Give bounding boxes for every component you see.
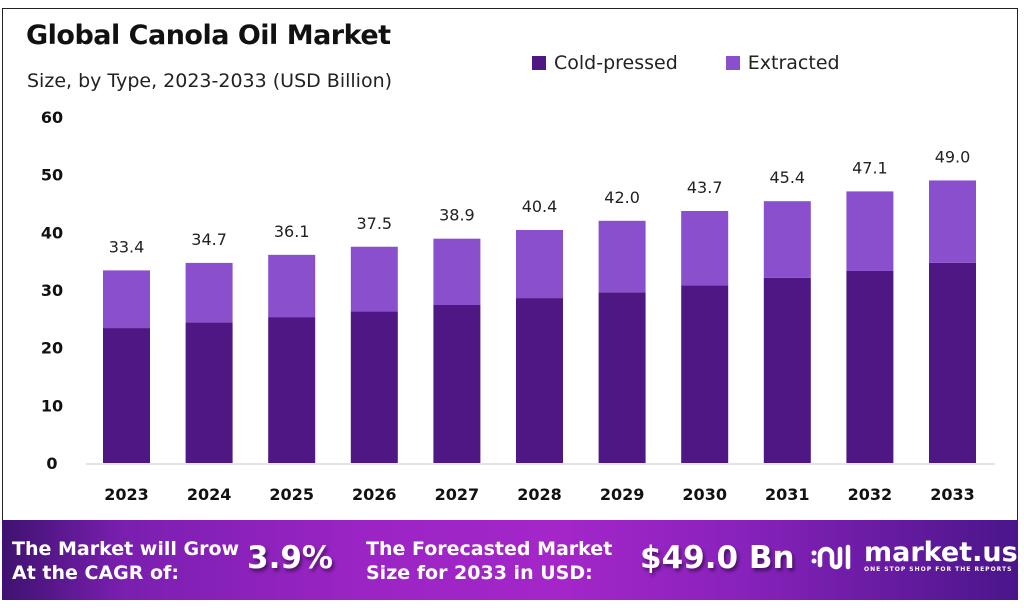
x-tick-label: 2029	[600, 485, 645, 504]
y-tick-label: 10	[41, 396, 63, 415]
bar-segment-cold-pressed	[103, 328, 150, 463]
bar-segment-extracted	[433, 238, 481, 305]
forecast-label: The Forecasted Market Size for 2033 in U…	[366, 537, 612, 585]
cagr-value: 3.9%	[247, 540, 333, 576]
x-tick-label: 2023	[104, 485, 149, 504]
bar-segment-cold-pressed	[598, 292, 646, 463]
forecast-label-line2: Size for 2033 in USD:	[366, 562, 593, 584]
chart-subtitle: Size, by Type, 2023-2033 (USD Billion)	[27, 70, 393, 92]
cagr-label: The Market will Grow At the CAGR of:	[12, 537, 239, 585]
bar-segment-cold-pressed	[516, 298, 563, 463]
bar-segment-extracted	[929, 180, 976, 263]
legend-label-extracted: Extracted	[747, 52, 840, 74]
bar-segment-cold-pressed	[681, 285, 729, 463]
bar-segment-extracted	[268, 254, 316, 318]
bar-total-label: 47.1	[852, 158, 888, 177]
bar-segment-cold-pressed	[268, 317, 316, 463]
x-tick-label: 2026	[352, 485, 397, 504]
x-tick-label: 2033	[930, 485, 975, 504]
legend-label-cold-pressed: Cold-pressed	[554, 52, 678, 74]
x-tick-label: 2027	[435, 485, 480, 504]
chart-title: Global Canola Oil Market	[26, 20, 391, 51]
bar-total-label: 49.0	[935, 147, 971, 166]
bar-segment-cold-pressed	[763, 277, 811, 463]
x-tick-label: 2032	[848, 485, 893, 504]
legend-item-extracted: Extracted	[725, 52, 840, 74]
bar-segment-cold-pressed	[929, 262, 976, 463]
y-tick-label: 20	[41, 339, 63, 358]
market-us-logo-icon	[811, 544, 851, 569]
legend-swatch-extracted	[725, 56, 740, 70]
bar-segment-extracted	[763, 201, 811, 278]
y-tick-label: 40	[41, 223, 63, 242]
bar-segment-cold-pressed	[433, 304, 481, 463]
brand-logo: market.us ONE STOP SHOP FOR THE REPORTS	[810, 537, 1018, 573]
x-tick-label: 2028	[517, 485, 562, 504]
bar-total-label: 43.7	[687, 178, 723, 197]
bar-total-label: 36.1	[274, 222, 310, 241]
y-tick-label: 0	[46, 454, 57, 473]
legend-swatch-cold-pressed	[532, 56, 546, 70]
bar-total-label: 42.0	[604, 188, 640, 207]
bar-total-label: 34.7	[191, 230, 227, 249]
y-tick-label: 50	[41, 166, 63, 185]
bar-segment-cold-pressed	[350, 311, 398, 463]
bar-total-label: 38.9	[439, 206, 475, 225]
x-tick-label: 2030	[682, 485, 727, 504]
bar-segment-extracted	[103, 270, 150, 329]
y-tick-label: 60	[41, 108, 63, 127]
bar-segment-extracted	[846, 191, 894, 271]
forecast-value: $49.0 Bn	[640, 540, 795, 576]
bar-segment-cold-pressed	[846, 270, 894, 463]
bar-total-label: 45.4	[769, 168, 805, 187]
bar-total-label: 37.5	[356, 214, 392, 233]
brand-name: market.us	[864, 537, 1018, 568]
bar-total-label: 40.4	[522, 197, 558, 216]
legend: Cold-pressed Extracted	[532, 52, 840, 74]
legend-item-cold-pressed: Cold-pressed	[532, 52, 678, 74]
bar-segment-extracted	[516, 230, 563, 299]
x-tick-label: 2031	[765, 485, 810, 504]
bar-segment-cold-pressed	[185, 322, 233, 463]
brand-tagline: ONE STOP SHOP FOR THE REPORTS	[864, 566, 1013, 573]
bar-segment-extracted	[350, 246, 398, 312]
x-tick-label: 2025	[269, 485, 314, 504]
forecast-label-line1: The Forecasted Market	[366, 538, 613, 560]
bar-total-label: 33.4	[109, 237, 145, 256]
y-tick-label: 30	[41, 281, 63, 300]
bar-segment-extracted	[598, 220, 646, 293]
bar-chart: 010203040506033.4202334.7202436.1202537.…	[41, 108, 995, 504]
summary-banner: The Market will Grow At the CAGR of: 3.9…	[2, 520, 1018, 600]
bar-segment-extracted	[681, 210, 729, 286]
cagr-label-line1: The Market will Grow	[12, 538, 240, 560]
cagr-label-line2: At the CAGR of:	[12, 562, 179, 584]
x-tick-label: 2024	[187, 485, 232, 504]
bar-segment-extracted	[185, 262, 233, 323]
